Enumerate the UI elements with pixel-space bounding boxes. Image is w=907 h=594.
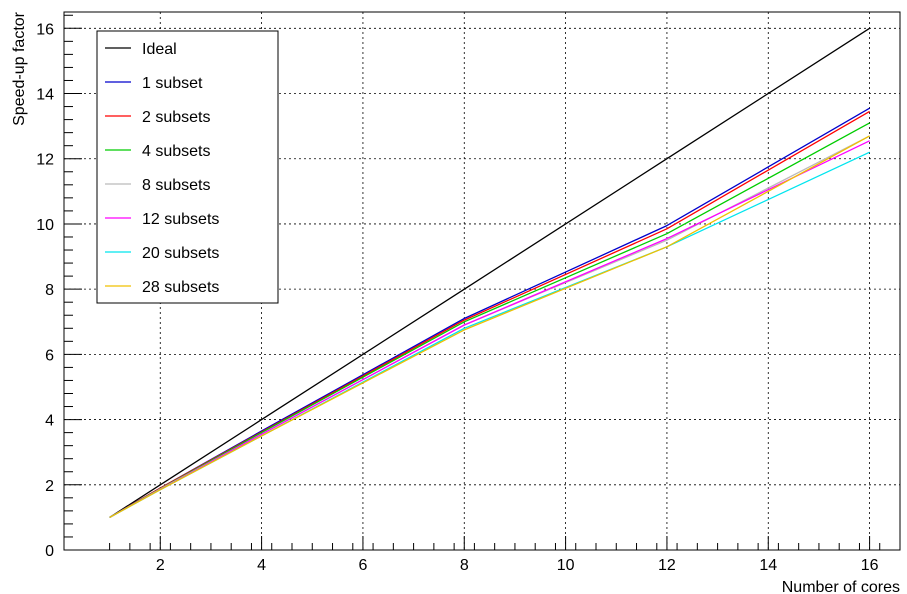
y-tick-label: 14 bbox=[36, 87, 54, 104]
grid bbox=[64, 12, 900, 550]
series-line-7 bbox=[109, 135, 870, 518]
legend-label-3: 4 subsets bbox=[142, 143, 210, 160]
x-tick-label: 4 bbox=[257, 557, 266, 574]
x-tick-label: 8 bbox=[460, 557, 469, 574]
y-tick-label: 2 bbox=[45, 478, 54, 495]
x-tick-label: 10 bbox=[557, 557, 575, 574]
series-line-0 bbox=[109, 27, 870, 518]
y-tick-label: 6 bbox=[45, 347, 54, 364]
x-tick-label: 6 bbox=[358, 557, 367, 574]
tick-labels: 2 4 6 8 10 12 14 16 0 2 4 6 8 10 12 14 16 bbox=[36, 21, 878, 574]
y-tick-label: 0 bbox=[45, 543, 54, 560]
series-lines bbox=[109, 27, 870, 518]
y-tick-label: 12 bbox=[36, 152, 54, 169]
legend-box bbox=[96, 30, 279, 304]
y-axis-title: Speed-up factor bbox=[11, 11, 28, 126]
legend-label-4: 8 subsets bbox=[142, 177, 210, 194]
y-tick-label: 8 bbox=[45, 282, 54, 299]
legend-label-7: 28 subsets bbox=[142, 279, 219, 296]
legend-label-6: 20 subsets bbox=[142, 245, 219, 262]
axis-ticks bbox=[64, 14, 881, 551]
x-axis-title: Number of cores bbox=[782, 579, 900, 594]
y-tick-label: 4 bbox=[45, 413, 54, 430]
y-tick-label: 16 bbox=[36, 21, 54, 38]
plot-frame bbox=[63, 11, 901, 551]
x-tick-label: 2 bbox=[156, 557, 165, 574]
x-tick-label: 16 bbox=[861, 557, 879, 574]
x-tick-label: 12 bbox=[658, 557, 676, 574]
y-tick-label: 10 bbox=[36, 217, 54, 234]
legend-label-2: 2 subsets bbox=[142, 109, 210, 126]
legend-label-1: 1 subset bbox=[142, 75, 203, 92]
legend-label-5: 12 subsets bbox=[142, 211, 219, 228]
legend-label-0: Ideal bbox=[142, 41, 177, 58]
x-tick-label: 14 bbox=[759, 557, 777, 574]
legend: Ideal 1 subset 2 subsets 4 subsets 8 subsets… bbox=[96, 30, 279, 304]
